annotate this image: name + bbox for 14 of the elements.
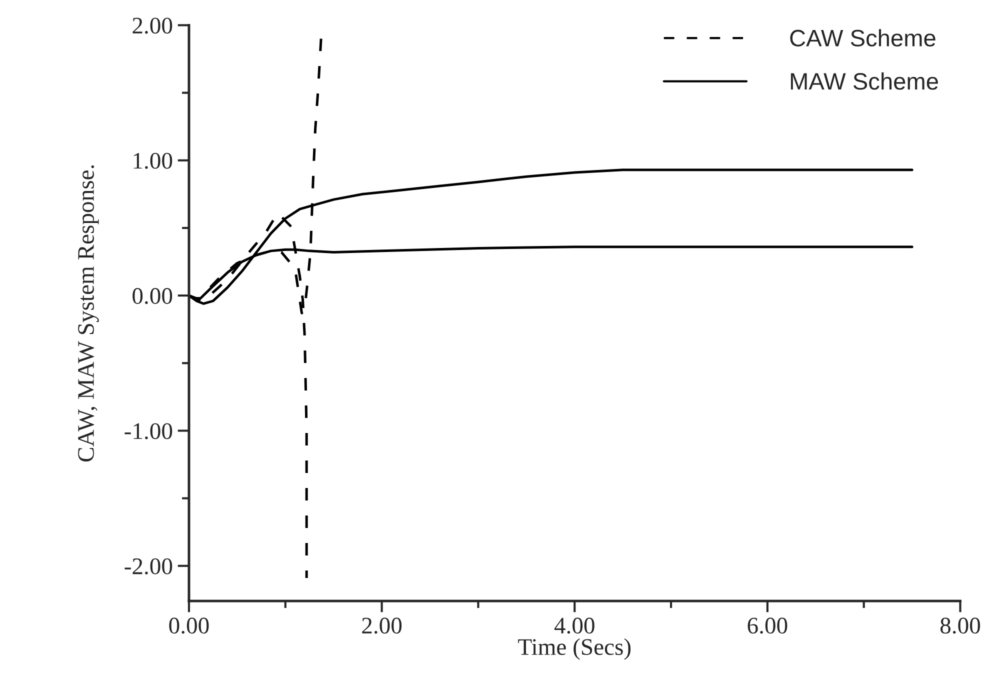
- x-tick-label: 4.00: [554, 618, 594, 634]
- y-tick-label: -1.00: [124, 423, 172, 440]
- x-tick-label: 8.00: [940, 618, 980, 634]
- y-tick-label: 1.00: [134, 152, 172, 169]
- x-tick-label: 2.00: [362, 618, 402, 634]
- legend-label: MAW Scheme: [790, 72, 938, 90]
- legend-label: CAW Scheme: [790, 29, 936, 47]
- x-axis-title: Time (Secs): [518, 638, 631, 660]
- y-axis-title: CAW, MAW System Response.: [78, 165, 99, 462]
- y-tick-label: 0.00: [132, 288, 172, 304]
- x-tick-label: 6.00: [748, 618, 788, 634]
- y-tick-label: -2.00: [124, 558, 172, 574]
- x-tick-label: 0.00: [169, 618, 209, 634]
- y-tick-label: 2.00: [132, 18, 172, 34]
